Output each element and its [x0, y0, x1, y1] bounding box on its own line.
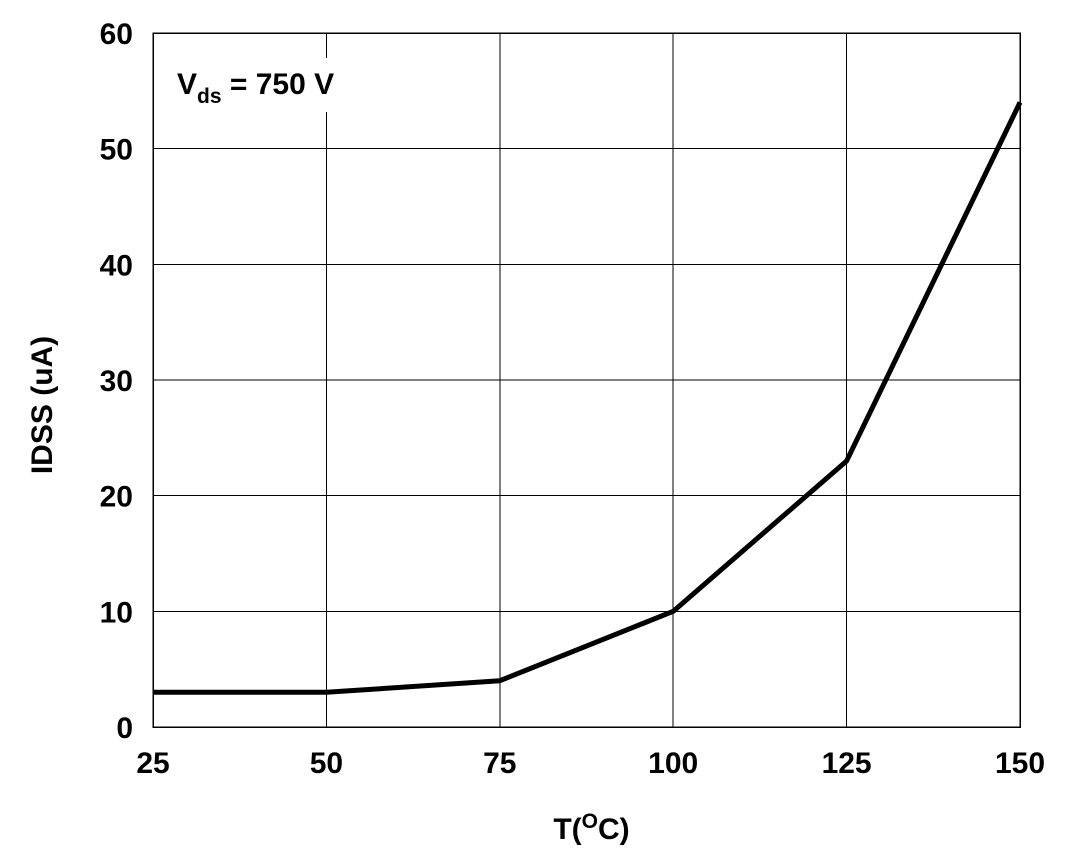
x-tick-label-125: 125 [822, 747, 872, 780]
vds-annotation: Vds = 750 V [177, 68, 334, 108]
plot-area-border [152, 32, 1021, 728]
annotation-main: V [177, 68, 197, 101]
annotation-background [168, 58, 360, 112]
series-group [152, 101, 1023, 695]
y-tick-label-60: 60 [100, 18, 133, 51]
x-tick-label-25: 25 [136, 747, 169, 780]
x-tick-label-150: 150 [995, 747, 1045, 780]
x-axis-title-superscript: O [582, 810, 598, 833]
y-tick-label-40: 40 [100, 249, 133, 282]
annotation-suffix: = 750 V [222, 68, 335, 101]
y-tick-label-10: 10 [100, 596, 133, 629]
annotation-subscript: ds [197, 85, 222, 108]
y-tick-label-20: 20 [100, 481, 133, 514]
y-tick-label-0: 0 [116, 712, 133, 745]
y-tick-labels: 0 10 20 30 40 50 60 [100, 18, 133, 745]
x-tick-label-50: 50 [310, 747, 343, 780]
y-tick-label-50: 50 [100, 134, 133, 167]
x-axis-title-suffix: C) [598, 813, 630, 846]
x-tick-label-75: 75 [483, 747, 516, 780]
x-tick-label-100: 100 [648, 747, 698, 780]
x-tick-labels: 25 50 75 100 125 150 [136, 747, 1045, 780]
y-axis-title: IDSS (uA) [26, 336, 59, 474]
x-axis-title: T(OC) [553, 810, 629, 846]
y-tick-label-30: 30 [100, 365, 133, 398]
x-axis-title-main: T( [553, 813, 581, 846]
series-line-0 [153, 101, 1023, 695]
